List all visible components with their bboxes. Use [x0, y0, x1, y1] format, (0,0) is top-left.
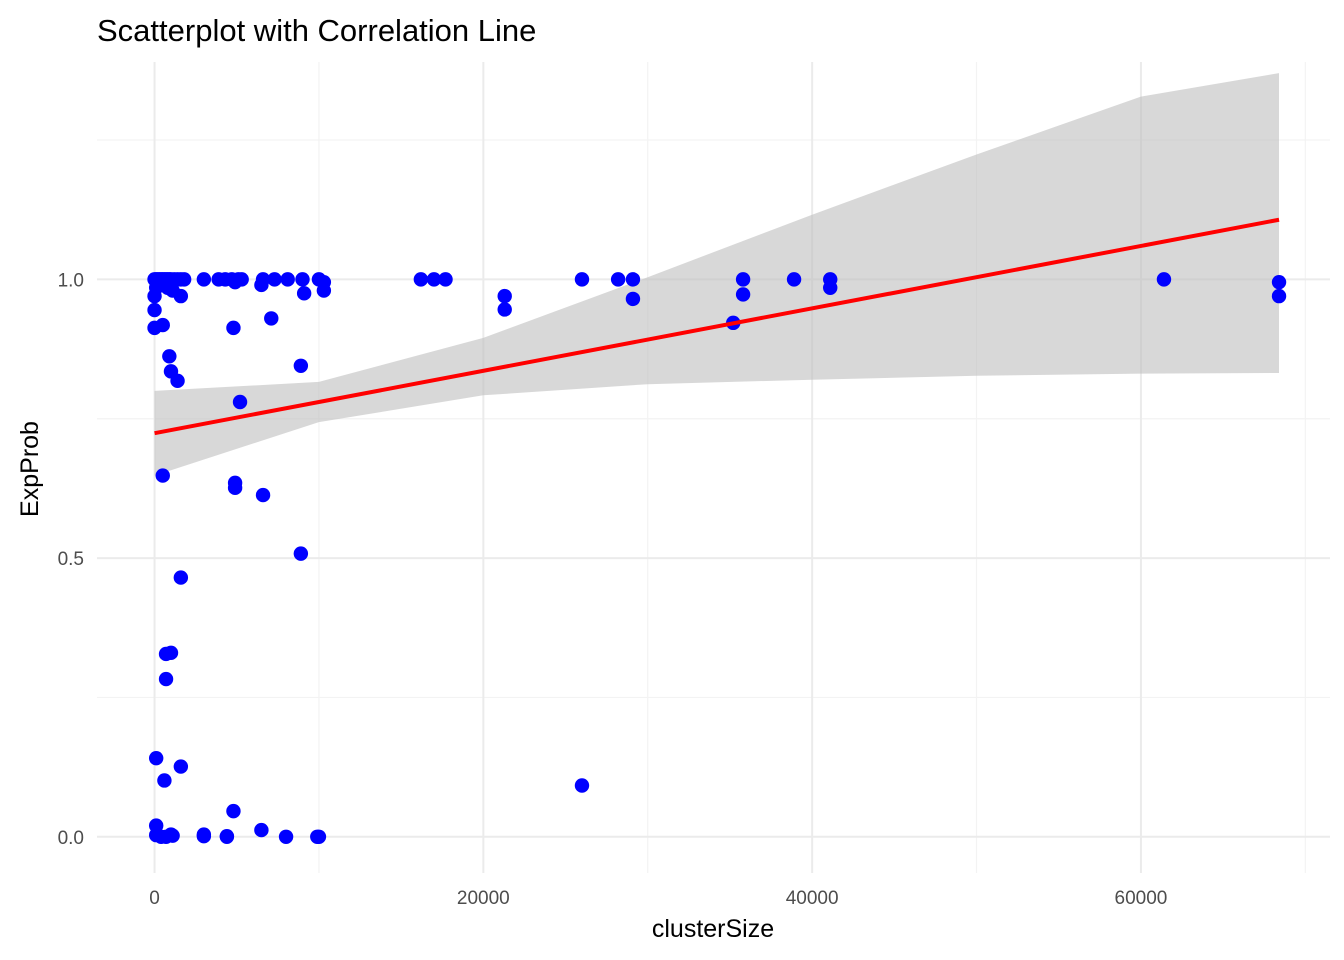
data-point [574, 778, 590, 793]
data-point [625, 291, 641, 307]
data-point [735, 287, 751, 302]
x-tick-label: 60000 [1115, 888, 1168, 909]
data-point [147, 302, 162, 318]
data-point [438, 272, 453, 287]
confidence-band [154, 73, 1279, 476]
data-point [173, 759, 189, 774]
x-tick-labels: 0 20000 40000 60000 [149, 888, 1167, 909]
data-point [155, 468, 170, 483]
data-point [823, 280, 838, 295]
data-point [625, 272, 641, 287]
data-point [255, 272, 271, 287]
data-point [786, 272, 802, 287]
data-point [278, 829, 294, 844]
data-point [176, 272, 192, 287]
data-point [227, 480, 243, 496]
data-point [196, 272, 212, 287]
data-point [311, 829, 327, 844]
data-point [497, 288, 512, 304]
x-tick-label: 0 [149, 888, 160, 909]
data-point [293, 546, 309, 561]
x-tick-label: 20000 [457, 888, 510, 909]
data-point [163, 645, 179, 661]
data-point [735, 272, 751, 287]
data-point [147, 288, 162, 304]
regression-line [154, 217, 1280, 436]
data-point [280, 272, 295, 287]
data-point [1271, 274, 1287, 290]
data-point [165, 828, 180, 843]
x-tick-label: 40000 [786, 888, 839, 909]
data-point [295, 272, 310, 287]
data-point [173, 570, 189, 585]
y-tick-label: 0.5 [58, 549, 84, 570]
data-point [293, 358, 309, 373]
data-point [173, 288, 189, 304]
chart-title: Scatterplot with Correlation Line [97, 13, 536, 48]
data-point [1271, 288, 1287, 304]
data-point [316, 283, 332, 298]
data-point [296, 286, 312, 301]
confidence-band-group [154, 73, 1279, 476]
data-point [157, 773, 172, 788]
data-point [254, 822, 269, 838]
data-point [219, 829, 235, 844]
data-point [255, 487, 271, 503]
data-point [162, 349, 177, 364]
data-point [155, 317, 170, 333]
data-point [267, 272, 282, 287]
data-point [232, 394, 248, 410]
data-point [413, 272, 429, 287]
data-point [610, 272, 626, 287]
fit-line-group [154, 217, 1280, 436]
data-point [170, 373, 185, 389]
data-point [158, 671, 174, 687]
y-axis-title: ExpProb [16, 421, 44, 517]
data-point [264, 311, 279, 326]
data-point [426, 272, 442, 287]
data-point [148, 750, 164, 766]
data-point [497, 302, 512, 317]
y-tick-label: 1.0 [58, 270, 84, 291]
data-point [226, 803, 241, 819]
data-point [1156, 272, 1172, 287]
data-point [574, 272, 590, 287]
y-tick-label: 0.0 [58, 828, 84, 849]
data-point [196, 829, 212, 844]
data-point [234, 272, 249, 287]
data-point [226, 320, 241, 336]
x-axis-title: clusterSize [652, 915, 774, 943]
data-points [147, 272, 1287, 844]
y-tick-labels: 0.0 0.5 1.0 [58, 270, 84, 848]
